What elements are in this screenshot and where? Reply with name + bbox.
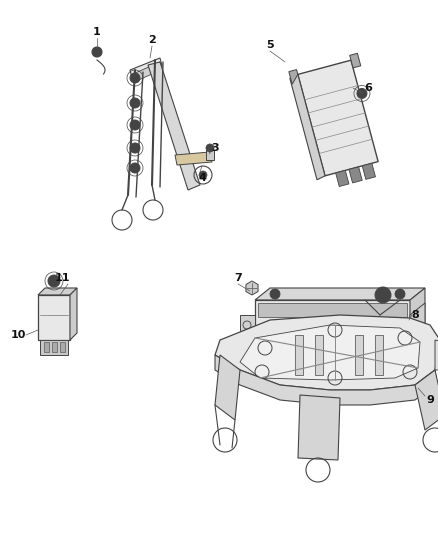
Bar <box>330 352 340 366</box>
Text: 1: 1 <box>93 27 101 37</box>
Circle shape <box>130 73 140 83</box>
Bar <box>260 352 270 366</box>
Polygon shape <box>246 281 258 295</box>
Text: 9: 9 <box>426 395 434 405</box>
Text: 10: 10 <box>11 330 26 340</box>
Polygon shape <box>349 167 362 183</box>
Bar <box>44 342 49 352</box>
Polygon shape <box>240 315 255 335</box>
Polygon shape <box>38 288 77 295</box>
Polygon shape <box>215 355 435 405</box>
Bar <box>206 150 214 160</box>
Circle shape <box>130 163 140 173</box>
Polygon shape <box>148 62 200 190</box>
Polygon shape <box>255 300 410 370</box>
Circle shape <box>206 144 214 152</box>
Polygon shape <box>133 62 161 82</box>
Polygon shape <box>240 325 420 380</box>
Bar <box>52 342 57 352</box>
Bar <box>344 352 354 366</box>
Bar <box>375 335 383 375</box>
Polygon shape <box>298 60 378 176</box>
Polygon shape <box>410 303 425 335</box>
Text: 7: 7 <box>234 273 242 283</box>
Circle shape <box>357 88 367 99</box>
Circle shape <box>247 283 257 293</box>
Polygon shape <box>255 288 425 300</box>
Bar <box>60 342 65 352</box>
Polygon shape <box>336 171 349 187</box>
Circle shape <box>92 47 102 57</box>
Text: 2: 2 <box>148 35 156 45</box>
Text: 4: 4 <box>198 173 206 183</box>
Circle shape <box>130 98 140 108</box>
Circle shape <box>130 120 140 130</box>
Bar <box>386 352 396 366</box>
Polygon shape <box>215 315 438 390</box>
Polygon shape <box>70 288 77 340</box>
Polygon shape <box>290 75 325 180</box>
Polygon shape <box>289 70 298 84</box>
Text: 5: 5 <box>266 40 274 50</box>
Bar <box>372 352 382 366</box>
Text: 3: 3 <box>211 143 219 153</box>
Polygon shape <box>38 295 70 340</box>
Polygon shape <box>350 53 361 68</box>
Bar <box>316 352 326 366</box>
Bar <box>274 352 284 366</box>
Bar <box>355 335 363 375</box>
Bar <box>288 352 298 366</box>
Polygon shape <box>410 288 425 370</box>
Polygon shape <box>215 355 240 420</box>
Bar <box>315 335 323 375</box>
Polygon shape <box>415 370 438 430</box>
Circle shape <box>375 287 391 303</box>
Bar <box>358 352 368 366</box>
Circle shape <box>130 143 140 153</box>
Circle shape <box>395 289 405 299</box>
Circle shape <box>48 275 60 287</box>
Polygon shape <box>298 395 340 460</box>
Text: 8: 8 <box>411 310 419 320</box>
Circle shape <box>270 289 280 299</box>
Polygon shape <box>362 163 375 180</box>
Bar <box>295 335 303 375</box>
Bar <box>302 352 312 366</box>
Polygon shape <box>130 58 162 78</box>
Text: 11: 11 <box>54 273 70 283</box>
Circle shape <box>199 171 207 179</box>
Polygon shape <box>175 152 212 165</box>
Text: 6: 6 <box>364 83 372 93</box>
Bar <box>258 303 407 317</box>
Polygon shape <box>40 340 68 355</box>
Polygon shape <box>435 340 438 370</box>
